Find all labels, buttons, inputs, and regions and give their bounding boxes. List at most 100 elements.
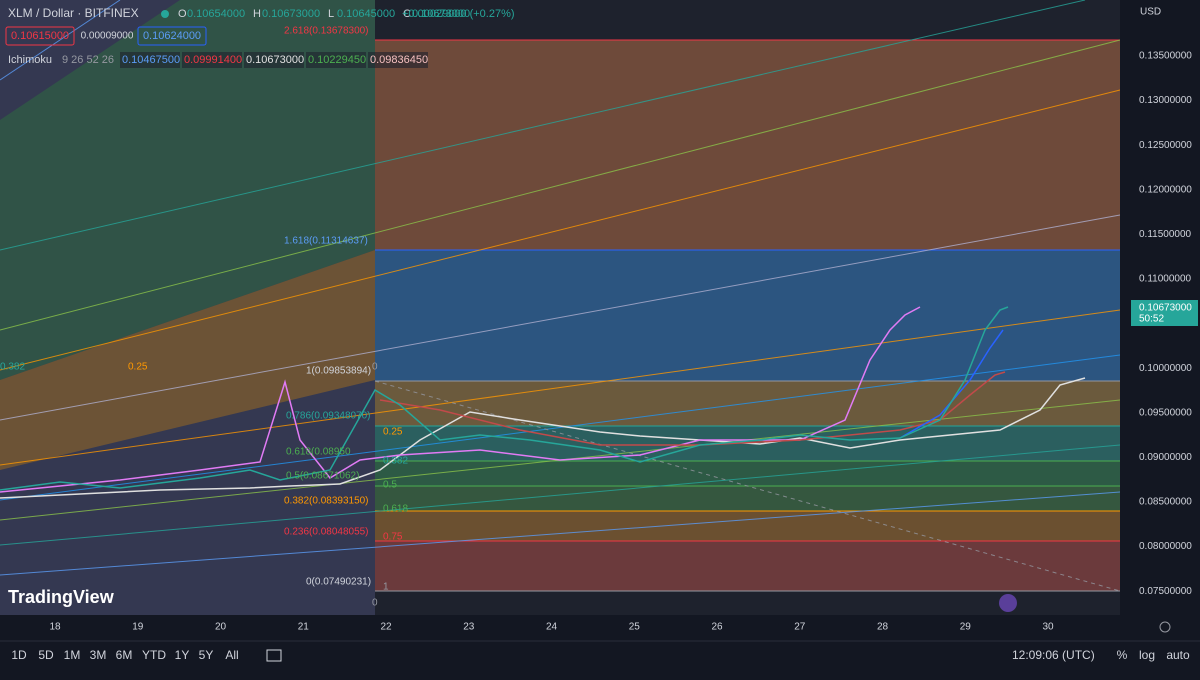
fan-label: 0.618	[383, 504, 408, 515]
price-tick-label: 0.13500000	[1139, 51, 1192, 62]
ask-box	[137, 26, 207, 46]
indicator-values: 0.10467500 0.09991400 0.10673000 0.10229450…	[120, 52, 428, 68]
price-tick-label: 0.11500000	[1139, 229, 1192, 240]
ohlc-value: 0.10673000	[262, 8, 320, 20]
time-tick-label: 26	[711, 622, 723, 633]
indicator-value-bg	[120, 52, 180, 68]
range-button[interactable]: 1Y	[175, 648, 190, 662]
range-button[interactable]: 3M	[90, 648, 107, 662]
currency[interactable]: USD	[1140, 7, 1161, 18]
time-tick-label: 18	[49, 622, 61, 633]
indicator-value: 0.09836450	[370, 54, 428, 66]
fib-zones	[375, 39, 1120, 592]
fan-label: 0	[372, 362, 378, 373]
fan-label: 0.382	[383, 456, 408, 467]
time-tick-label: 27	[794, 622, 806, 633]
range-button[interactable]: 1M	[64, 648, 81, 662]
ichimoku-conversion	[899, 329, 1004, 439]
fan-label: 0	[372, 598, 378, 609]
bid: 0.10615000	[11, 30, 69, 42]
fib-label: 0.382(0.08393150)	[284, 496, 369, 507]
fib-zone	[375, 486, 1120, 511]
range-button[interactable]: 1D	[11, 648, 27, 662]
fib-zone	[375, 461, 1120, 486]
ohlc-value: 0.10673000	[412, 8, 470, 20]
ohlc: O 0.10654000 H 0.10673000 L 0.10645000 C 0.1067…	[178, 8, 470, 20]
date-range-icon[interactable]	[266, 649, 282, 662]
price-tick-label: 0.09500000	[1139, 407, 1192, 418]
bid-box	[5, 26, 75, 46]
fib-zone	[375, 541, 1120, 591]
range-button[interactable]: 5Y	[199, 648, 214, 662]
time-tick-label: 25	[629, 622, 641, 633]
price-tick-label: 0.12000000	[1139, 184, 1192, 195]
fib-label: 0.5(0.08671062)	[286, 471, 359, 482]
time-tick-label: 24	[546, 622, 558, 633]
change: +0.00029000 (+0.27%)	[402, 8, 515, 20]
settings-icon[interactable]	[1159, 621, 1171, 633]
indicator-value-bg	[182, 52, 242, 68]
indicator-name: Ichimoku	[8, 54, 52, 66]
indicator-value: 0.10229450	[308, 54, 366, 66]
scale-options: % log auto	[1117, 648, 1190, 662]
time-ticks: 18 19 20 21 22 23 24 25 26 27 28 29 30	[49, 622, 1054, 633]
scale-option[interactable]: auto	[1166, 648, 1190, 662]
ohlc-value: 0.10645000	[337, 8, 395, 20]
ohlc-value: 0.10654000	[187, 8, 245, 20]
price-tick-label: 0.08000000	[1139, 541, 1192, 552]
indicator-value: 0.10467500	[122, 54, 180, 66]
price-tick-label: 0.12500000	[1139, 140, 1192, 151]
ask: 0.10624000	[143, 30, 201, 42]
ohlc-key: O	[178, 8, 187, 20]
fib-zone	[375, 511, 1120, 541]
fib-label: 0(0.07490231)	[306, 577, 371, 588]
fan-zone	[0, 250, 375, 470]
range-buttons: 1D 5D 1M 3M 6M YTD 1Y 5Y All	[11, 648, 238, 662]
event-icon[interactable]	[999, 594, 1017, 612]
indicator-value-bg	[244, 52, 304, 68]
indicator-params: 9 26 52 26	[62, 54, 114, 66]
current-price-box	[1131, 300, 1198, 326]
fib-label: 0.786(0.09348070)	[286, 411, 371, 422]
ohlc-key: C	[403, 8, 411, 20]
ichimoku-base	[379, 371, 1006, 446]
price-tick-label: 0.08500000	[1139, 497, 1192, 508]
fan-label: 1	[383, 582, 389, 593]
fib-label: 0.236(0.08048055)	[284, 527, 369, 538]
time-tick-label: 20	[215, 622, 227, 633]
ichimoku-span	[0, 377, 1086, 499]
fan-label: 0.75	[383, 532, 403, 543]
time-tick-label: 21	[298, 622, 310, 633]
status-dot	[161, 10, 169, 18]
range-button[interactable]: YTD	[142, 648, 166, 662]
clock[interactable]: 12:09:06 (UTC)	[1012, 648, 1095, 662]
range-button[interactable]: 6M	[116, 648, 133, 662]
fan-label: 0.382	[0, 362, 25, 373]
fan-zone	[0, 0, 375, 380]
fan-line	[0, 491, 1121, 576]
indicator-value-bg	[368, 52, 428, 68]
time-tick-label: 22	[380, 622, 392, 633]
ichimoku-lagging	[0, 306, 921, 493]
current-price: 0.10673000	[1139, 303, 1192, 314]
range-button[interactable]: 5D	[38, 648, 54, 662]
price-tick-label: 0.13000000	[1139, 95, 1192, 106]
range-button[interactable]: All	[225, 648, 238, 662]
time-tick-label: 29	[960, 622, 972, 633]
toolbar	[0, 640, 1200, 675]
indicator-value: 0.10673000	[246, 54, 304, 66]
ohlc-key: L	[328, 8, 334, 20]
spread: 0.00009000	[81, 31, 134, 42]
scale-option[interactable]: %	[1117, 648, 1128, 662]
fan-line	[0, 0, 1086, 251]
fib-zone	[375, 40, 1120, 250]
time-axis	[0, 615, 1200, 640]
fib-labels: 2.618(0.13678300) 1.618(0.11314637) 1(0.09…	[284, 26, 371, 588]
fib-label: 1(0.09853894)	[306, 366, 371, 377]
fan-label: 0.5	[383, 480, 397, 491]
fan-line	[0, 214, 1121, 421]
scale-option[interactable]: log	[1139, 648, 1155, 662]
fan-line	[0, 354, 1121, 501]
